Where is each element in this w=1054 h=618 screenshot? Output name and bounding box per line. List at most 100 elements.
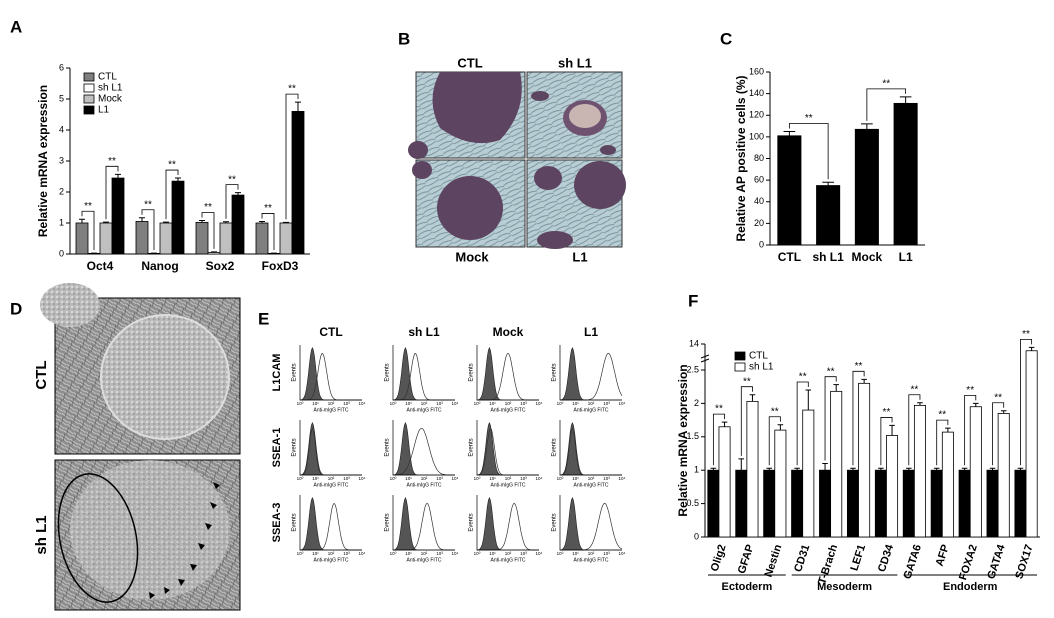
micrograph — [408, 71, 526, 159]
error-bar — [899, 96, 912, 104]
axis-label: Anti-mIgG FITC — [313, 482, 348, 488]
panel-label: C — [720, 29, 732, 48]
x-tick-label: LEF1 — [848, 543, 868, 572]
chart: F Relative mRNA expression 0 0.5 1 1.5 2 2.5 14 O… — [676, 291, 1040, 593]
axis-label: Anti-mIgG FITC — [406, 407, 441, 413]
histogram-axes — [476, 495, 539, 551]
y-tick-label: 1.5 — [686, 431, 699, 441]
tick-label: 10³ — [603, 551, 610, 556]
panel-label: A — [10, 17, 22, 36]
y-tick-label: 0 — [694, 531, 699, 541]
y-tick-label: 3 — [59, 155, 64, 165]
tick-label: 10³ — [436, 401, 443, 406]
error-bar — [822, 463, 828, 471]
tick-label: 10⁴ — [452, 401, 459, 406]
annotation: ** — [204, 202, 212, 213]
axis-label: Anti-mIgG FITC — [573, 557, 608, 563]
y-tick-label: 140 — [749, 88, 764, 98]
legend-swatch — [83, 94, 95, 104]
annotation: ** — [228, 174, 236, 185]
error-bar — [777, 424, 784, 431]
bar — [135, 221, 149, 255]
bar — [986, 469, 999, 538]
y-tick-label: 2 — [59, 186, 64, 196]
tick-label: 10¹ — [489, 551, 496, 556]
error-bar — [283, 221, 289, 223]
bar — [791, 469, 804, 538]
error-bar — [917, 402, 923, 406]
tick-label: 10⁰ — [557, 551, 564, 556]
significance-bracket — [261, 213, 275, 251]
tick-label: 10⁰ — [474, 401, 481, 406]
y-tick-label: 20 — [754, 218, 764, 228]
tick-label: 10³ — [603, 476, 610, 481]
bar — [913, 404, 926, 538]
tick-label: 10¹ — [405, 476, 412, 481]
x-tick-label: Olig2 — [709, 543, 729, 573]
chart: C Relative AP positive cells (%) 0 20 40 60 80… — [720, 29, 925, 264]
axis-label: Anti-mIgG FITC — [313, 557, 348, 563]
tick-label: 10⁴ — [619, 476, 626, 481]
tick-label: 10² — [421, 551, 428, 556]
error-bar — [878, 467, 884, 471]
legend-label: Mock — [98, 94, 123, 105]
axis-label: Events — [552, 513, 558, 531]
histogram-control — [392, 347, 455, 401]
x-tick-label: sh L1 — [812, 250, 844, 264]
tick-label: 10⁰ — [297, 476, 304, 481]
tick-label: 10⁴ — [452, 551, 459, 556]
micrograph — [54, 459, 241, 611]
micrograph — [40, 283, 241, 455]
bar — [846, 469, 859, 538]
tick-label: 10³ — [520, 401, 527, 406]
bar — [99, 222, 113, 255]
bar — [997, 413, 1010, 538]
tick-label: 10² — [588, 401, 595, 406]
tick-label: 10¹ — [489, 476, 496, 481]
group-label: Ectoderm — [722, 581, 773, 593]
tick-label: 10⁰ — [557, 476, 564, 481]
significance-bracket — [768, 416, 781, 466]
annotation: ** — [771, 406, 779, 417]
bar — [718, 426, 731, 538]
significance-bracket — [740, 386, 753, 456]
error-bar — [889, 424, 895, 436]
tick-label: 10⁴ — [536, 551, 543, 556]
annotation: ** — [883, 407, 891, 418]
x-tick-label: CTL — [778, 250, 801, 264]
annotation: ** — [994, 392, 1002, 403]
annotation: ** — [966, 385, 974, 396]
tick-label: 10³ — [436, 551, 443, 556]
image-label: CTL — [33, 360, 50, 389]
column-label: CTL — [319, 325, 342, 339]
x-tick-label: Nestin — [763, 543, 785, 579]
tick-label: 10¹ — [572, 551, 579, 556]
error-bar — [223, 221, 229, 223]
histogram-control — [559, 497, 622, 551]
bar — [930, 469, 943, 538]
annotation: ** — [743, 376, 751, 387]
axis-label: Anti-mIgG FITC — [490, 557, 525, 563]
bar — [886, 435, 899, 538]
error-bar — [794, 467, 800, 471]
bar — [858, 382, 871, 538]
axis-label: Events — [469, 363, 475, 381]
annotation: ** — [168, 160, 176, 171]
histogram-axes — [392, 495, 455, 551]
significance-bracket — [852, 370, 865, 466]
panel-label: E — [258, 309, 269, 328]
image-label: sh L1 — [558, 55, 592, 70]
axis-label: Anti-mIgG FITC — [573, 407, 608, 413]
error-bar — [822, 181, 834, 186]
axis-label: Events — [385, 438, 391, 456]
axis-label: Events — [385, 363, 391, 381]
y-axis-label: Relative AP positive cells (%) — [734, 75, 748, 241]
tick-label: 10³ — [436, 476, 443, 481]
tick-label: 10⁰ — [474, 551, 481, 556]
tick-label: 10³ — [343, 401, 350, 406]
annotation: ** — [882, 79, 890, 90]
annotation: ** — [144, 199, 152, 210]
axis-label: Anti-mIgG FITC — [406, 557, 441, 563]
significance-bracket — [285, 93, 299, 220]
bar — [219, 222, 233, 255]
